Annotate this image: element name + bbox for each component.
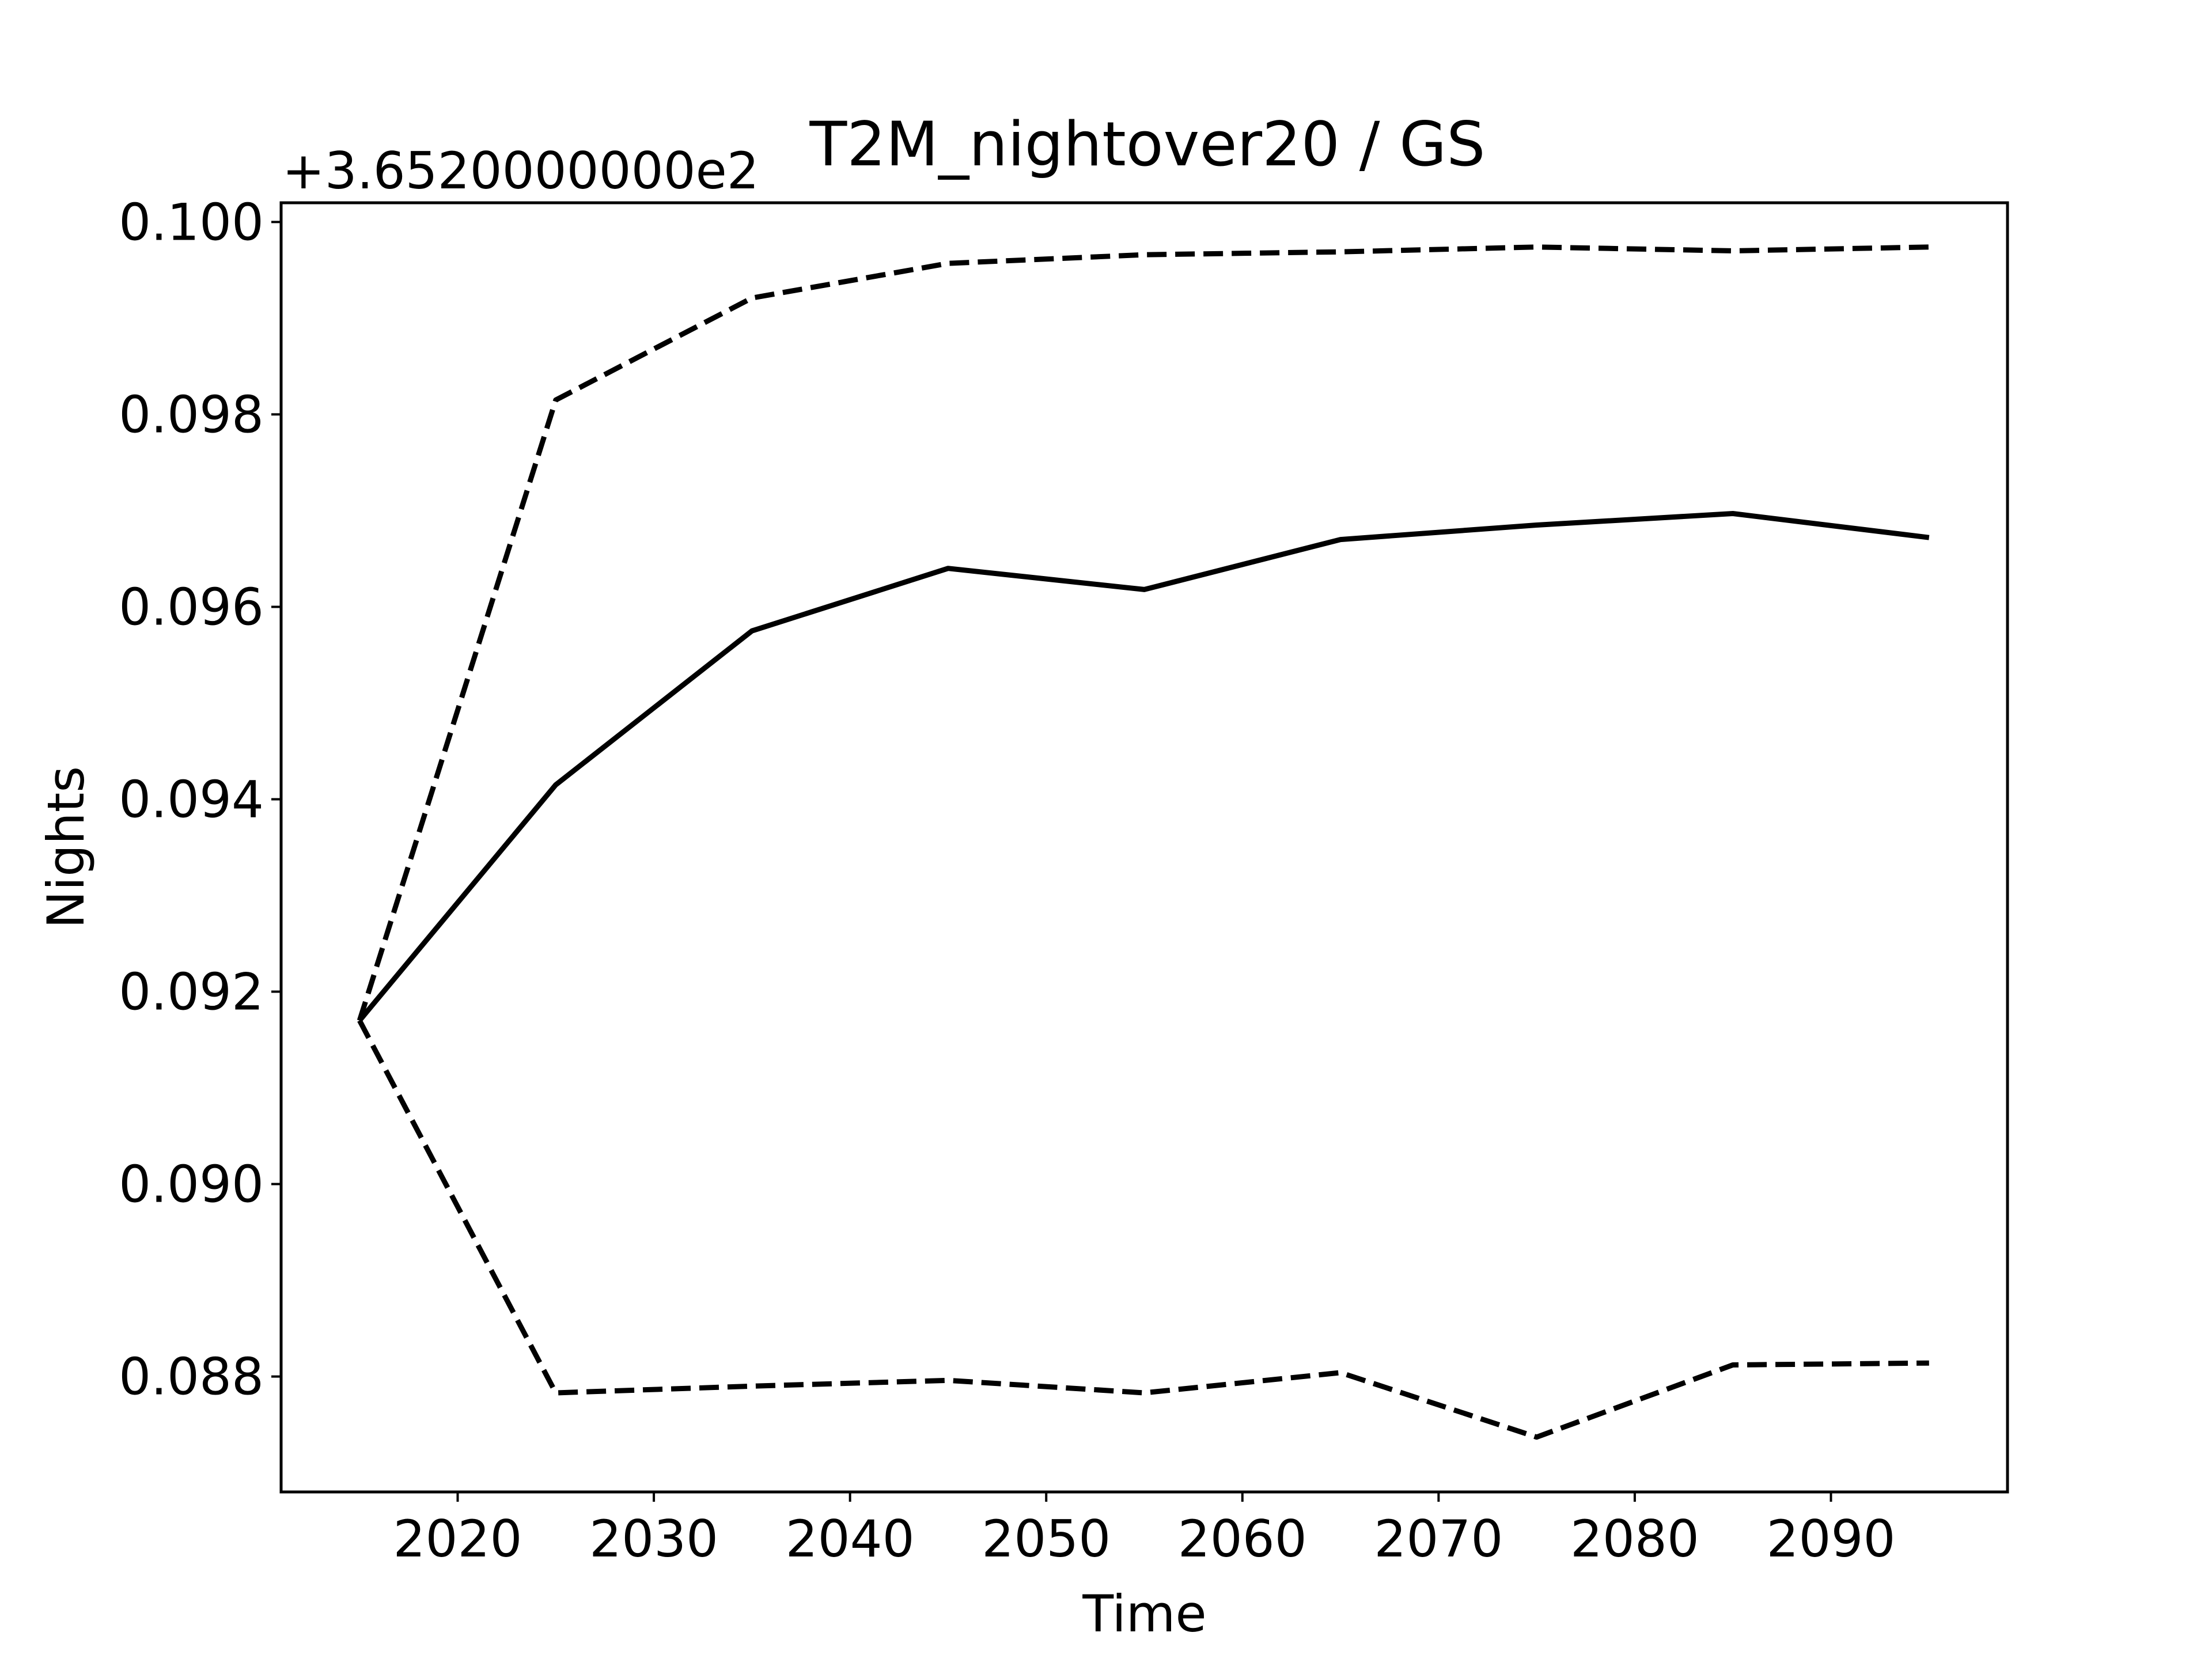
x-tick-label: 2070 <box>1374 1509 1503 1569</box>
series-layer <box>357 244 1930 1440</box>
y-tick-label: 0.090 <box>119 1155 264 1214</box>
x-axis: 2020 2030 2040 2050 2060 2070 2080 2090 <box>393 1492 1896 1569</box>
series-line-3 <box>357 1019 1929 1440</box>
x-axis-label: Time <box>1082 1584 1206 1643</box>
series-line-2 <box>357 244 1929 1021</box>
y-tick-label: 0.092 <box>119 963 264 1022</box>
x-tick-label: 2050 <box>982 1509 1111 1569</box>
chart-title: T2M_nightover20 / GS <box>809 109 1485 180</box>
y-tick-label: 0.098 <box>119 385 264 444</box>
x-tick-label: 2020 <box>393 1509 522 1569</box>
x-tick-label: 2030 <box>589 1509 718 1569</box>
y-axis-label: Nights <box>36 766 96 929</box>
y-tick-label: 0.096 <box>119 577 264 637</box>
x-tick-label: 2060 <box>1178 1509 1307 1569</box>
x-tick-label: 2080 <box>1570 1509 1699 1569</box>
x-tick-label: 2090 <box>1767 1509 1896 1569</box>
y-tick-label: 0.094 <box>119 770 264 829</box>
plot-area-frame <box>279 201 2009 1494</box>
y-tick-label: 0.088 <box>119 1347 264 1407</box>
y-axis: 0.088 0.090 0.092 0.094 0.096 0.098 0.100 <box>119 192 281 1407</box>
series-line-1 <box>357 511 1930 1022</box>
y-axis-offset-label: +3.6520000000e2 <box>282 141 759 200</box>
x-tick-label: 2040 <box>786 1509 915 1569</box>
y-tick-label: 0.100 <box>119 192 264 252</box>
